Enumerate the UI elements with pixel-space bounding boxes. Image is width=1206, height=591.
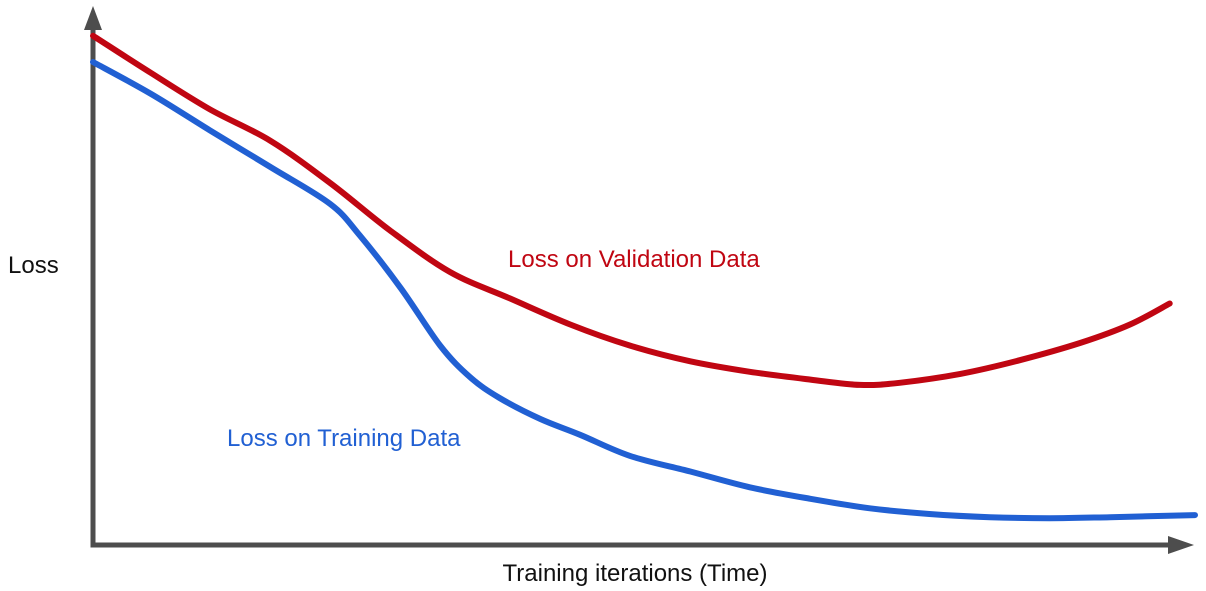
x-axis [90, 536, 1194, 554]
validation-curve-label: Loss on Validation Data [508, 246, 760, 273]
validation-curve [90, 32, 1173, 389]
training-curve [90, 59, 1198, 522]
y-axis-arrow-icon [84, 6, 102, 30]
y-axis-label: Loss [8, 252, 59, 279]
x-axis-label: Training iterations (Time) [502, 559, 768, 587]
curves-group [90, 32, 1198, 522]
y-axis [84, 6, 102, 545]
x-axis-arrow-icon [1168, 536, 1194, 554]
training-curve-label: Loss on Training Data [227, 425, 461, 452]
